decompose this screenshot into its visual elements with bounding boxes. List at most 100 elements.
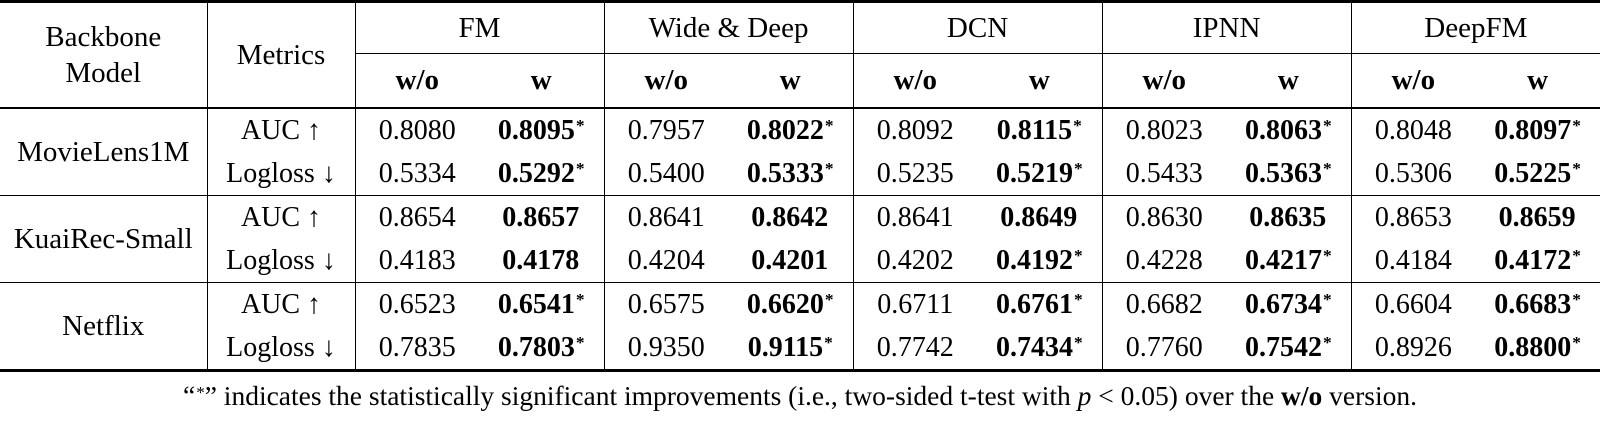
value-cell-wo: 0.8023 bbox=[1101, 108, 1227, 152]
table-row: KuaiRec-Small AUC ↑ 0.8654 0.8657 0.8641… bbox=[0, 195, 1600, 283]
value-w: 0.8097 bbox=[1494, 115, 1572, 146]
col-header-wo-dcn: w/o bbox=[852, 53, 978, 109]
footnote-text: “*” indicates the statistically signific… bbox=[183, 380, 1417, 412]
value-cell-w: 0.8063* bbox=[1226, 108, 1351, 152]
significance-star: * bbox=[1073, 290, 1083, 310]
value-cell-w: 0.6761* bbox=[977, 282, 1103, 326]
value-cell-w: 0.6541* bbox=[479, 282, 605, 326]
dataset-name-kuairec-small: KuaiRec-Small bbox=[0, 195, 207, 283]
table-row: Logloss ↓ 0.7835 0.7803* 0.9350 0.9115* … bbox=[0, 326, 1600, 369]
value-cell-w: 0.8115* bbox=[977, 108, 1102, 152]
value-cell-w: 0.7542* bbox=[1226, 326, 1351, 369]
value-w: 0.5219 bbox=[995, 158, 1073, 189]
significance-star: * bbox=[1322, 333, 1332, 353]
value-cell-w: 0.8097* bbox=[1475, 108, 1600, 152]
footnote-part1: ” indicates the statistically significan… bbox=[204, 379, 1078, 411]
value-cell-wo: 0.8630 bbox=[1101, 195, 1227, 239]
significance-star: * bbox=[575, 159, 585, 179]
value-cell-w: 0.4178 bbox=[479, 239, 604, 283]
value-cell-w: 0.5219* bbox=[977, 152, 1102, 196]
value-cell-w: 0.5333* bbox=[728, 152, 853, 196]
metric-label-logloss: Logloss ↓ bbox=[206, 326, 355, 369]
value-w: 0.8659 bbox=[1498, 202, 1576, 233]
col-header-w-deepfm: w bbox=[1475, 53, 1600, 109]
metric-label-logloss: Logloss ↓ bbox=[206, 239, 355, 283]
value-cell-w: 0.8649 bbox=[977, 195, 1103, 239]
value-cell-wo: 0.5400 bbox=[603, 152, 729, 196]
value-w: 0.8063 bbox=[1244, 115, 1322, 146]
value-cell-wo: 0.9350 bbox=[603, 326, 729, 369]
value-w: 0.8800 bbox=[1494, 332, 1572, 363]
footnote-quote-open: “ bbox=[182, 379, 196, 411]
value-w: 0.4192 bbox=[995, 245, 1073, 276]
value-w: 0.5292 bbox=[497, 158, 575, 189]
header-backbone-line1: Backbone bbox=[45, 20, 162, 53]
value-cell-wo: 0.4228 bbox=[1101, 239, 1227, 283]
value-w: 0.6761 bbox=[995, 289, 1073, 320]
header-backbone-model: Backbone Model bbox=[0, 1, 207, 109]
significance-star: * bbox=[575, 116, 585, 136]
value-cell-w: 0.7803* bbox=[479, 326, 604, 369]
significance-star: * bbox=[1073, 246, 1083, 266]
value-cell-wo: 0.6523 bbox=[354, 282, 479, 326]
value-cell-wo: 0.7760 bbox=[1101, 326, 1227, 369]
value-w: 0.6683 bbox=[1494, 289, 1572, 320]
value-w: 0.6620 bbox=[746, 289, 824, 320]
significance-star: * bbox=[1572, 159, 1581, 179]
value-w: 0.8649 bbox=[1000, 202, 1078, 233]
value-w: 0.5225 bbox=[1494, 158, 1572, 189]
footnote: “*” indicates the statistically signific… bbox=[0, 369, 1600, 419]
value-cell-wo: 0.5306 bbox=[1350, 152, 1476, 196]
col-header-wo-ipnn: w/o bbox=[1101, 53, 1227, 109]
table-row: MovieLens1M AUC ↑ 0.8080 0.8095* 0.7957 … bbox=[0, 108, 1600, 168]
value-w: 0.9115 bbox=[747, 332, 824, 363]
value-w: 0.6734 bbox=[1244, 289, 1322, 320]
header-group-deepfm: DeepFM bbox=[1350, 1, 1600, 54]
value-cell-wo: 0.8048 bbox=[1350, 108, 1476, 152]
table-row: Logloss ↓ 0.5334 0.5292* 0.5400 0.5333* … bbox=[0, 152, 1600, 196]
value-cell-wo: 0.4183 bbox=[354, 239, 479, 283]
footnote-wo: w/o bbox=[1281, 379, 1323, 411]
value-cell-wo: 0.8641 bbox=[603, 195, 729, 239]
value-cell-wo: 0.8092 bbox=[852, 108, 978, 152]
value-cell-w: 0.6683* bbox=[1475, 282, 1600, 326]
value-cell-wo: 0.8654 bbox=[354, 195, 479, 239]
value-cell-w: 0.4201 bbox=[728, 239, 853, 283]
value-w: 0.7803 bbox=[497, 332, 575, 363]
footnote-p-symbol: p bbox=[1077, 379, 1092, 411]
value-cell-wo: 0.5433 bbox=[1101, 152, 1227, 196]
value-cell-w: 0.8657 bbox=[479, 195, 605, 239]
metric-label-auc: AUC ↑ bbox=[206, 195, 355, 239]
col-header-w-wide-and-deep: w bbox=[728, 53, 854, 109]
value-w: 0.8642 bbox=[751, 202, 829, 233]
value-cell-wo: 0.5334 bbox=[354, 152, 479, 196]
significance-star: * bbox=[1572, 290, 1581, 310]
value-cell-w: 0.4192* bbox=[977, 239, 1102, 283]
value-cell-wo: 0.6711 bbox=[852, 282, 978, 326]
value-cell-wo: 0.8926 bbox=[1350, 326, 1476, 369]
value-cell-w: 0.8022* bbox=[728, 108, 853, 152]
value-cell-w: 0.5363* bbox=[1226, 152, 1351, 196]
value-cell-w: 0.6734* bbox=[1226, 282, 1352, 326]
col-header-wo-deepfm: w/o bbox=[1350, 53, 1476, 109]
value-cell-w: 0.9115* bbox=[728, 326, 853, 369]
significance-star: * bbox=[1322, 246, 1332, 266]
value-cell-w: 0.4217* bbox=[1226, 239, 1351, 283]
significance-star: * bbox=[1322, 159, 1332, 179]
table-row: Logloss ↓ 0.4183 0.4178 0.4204 0.4201 0.… bbox=[0, 239, 1600, 283]
value-cell-wo: 0.5235 bbox=[852, 152, 978, 196]
header-group-dcn: DCN bbox=[852, 1, 1103, 54]
significance-star: * bbox=[1073, 159, 1083, 179]
col-header-w-dcn: w bbox=[977, 53, 1103, 109]
col-header-wo-fm: w/o bbox=[354, 53, 479, 109]
table-row: Netflix AUC ↑ 0.6523 0.6541* 0.6575 0.66… bbox=[0, 282, 1600, 369]
value-cell-w: 0.5225* bbox=[1475, 152, 1600, 196]
metric-label-logloss: Logloss ↓ bbox=[206, 152, 355, 196]
metric-label-auc: AUC ↑ bbox=[206, 282, 355, 326]
value-cell-wo: 0.8641 bbox=[852, 195, 978, 239]
value-w: 0.4217 bbox=[1244, 245, 1322, 276]
header-group-row: Backbone Model Metrics FM Wide & Deep DC… bbox=[0, 1, 1600, 109]
significance-star: * bbox=[1073, 333, 1083, 353]
value-cell-w: 0.8659 bbox=[1475, 195, 1600, 239]
col-header-wo-wide-and-deep: w/o bbox=[603, 53, 729, 109]
